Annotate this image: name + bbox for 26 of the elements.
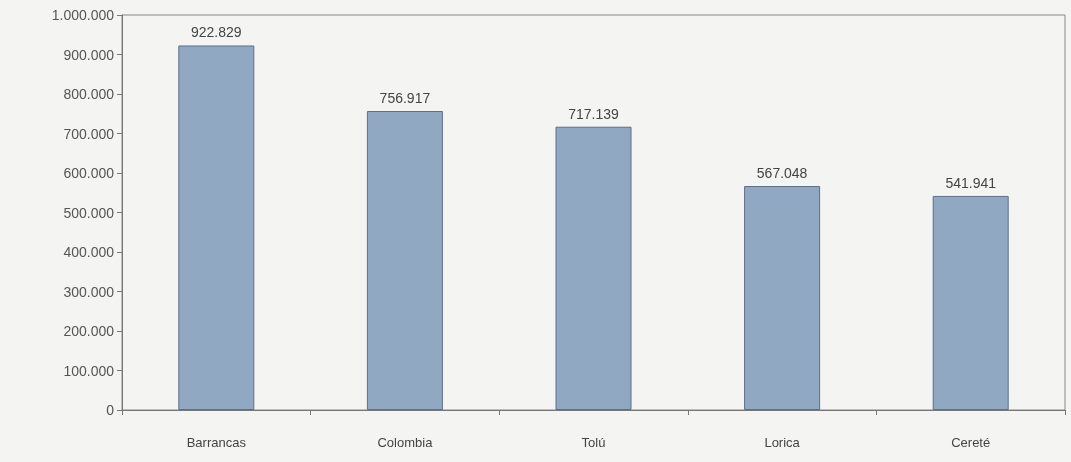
y-tick-label: 500.000 xyxy=(63,204,115,221)
data-label: 567.048 xyxy=(756,165,808,182)
y-tick-label: 0 xyxy=(106,402,115,418)
x-tick-label: Lorica xyxy=(764,435,801,450)
data-label: 756.917 xyxy=(379,90,431,107)
x-tick-label: Colombia xyxy=(377,435,434,450)
y-tick-label: 200.000 xyxy=(63,323,115,339)
data-label: 717.139 xyxy=(568,105,620,122)
bar xyxy=(555,126,632,410)
y-tick-label: 600.000 xyxy=(63,165,115,181)
y-tick-label: 100.000 xyxy=(63,362,115,379)
y-tick-label: 900.000 xyxy=(63,46,115,63)
y-tick-label: 700.000 xyxy=(63,125,115,142)
y-tick-label: 800.000 xyxy=(63,86,115,102)
bar xyxy=(178,45,255,410)
y-tick-label: 1.000.000 xyxy=(51,7,115,23)
x-tick-label: Cereté xyxy=(951,435,991,450)
x-tick-label: Barrancas xyxy=(186,435,247,450)
bar xyxy=(932,195,1009,410)
y-tick-label: 400.000 xyxy=(63,244,115,260)
bar xyxy=(366,111,443,410)
x-tick-label: Tolú xyxy=(581,435,606,450)
data-label: 922.829 xyxy=(191,24,242,41)
bar xyxy=(744,186,821,410)
y-tick-label: 300.000 xyxy=(63,283,115,300)
data-label: 541.941 xyxy=(945,174,997,191)
